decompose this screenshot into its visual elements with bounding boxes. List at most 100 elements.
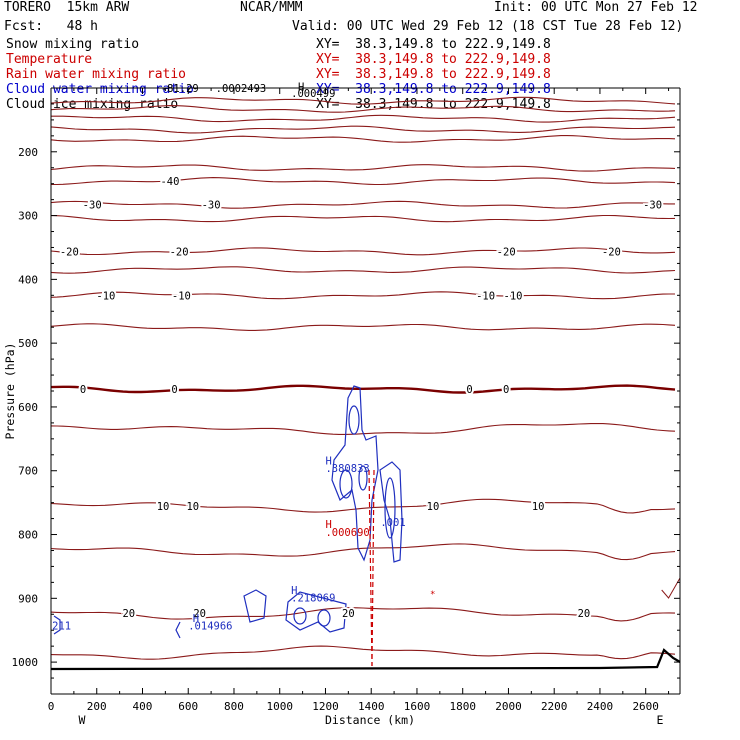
y-tick-label: 300 <box>18 210 38 223</box>
legend-range: XY= 38.3,149.8 to 222.9,149.8 <box>316 52 551 67</box>
isotherm-label: -10 <box>504 290 523 302</box>
x-tick-label: 1000 <box>266 700 293 713</box>
header-init: Init: 00 UTC Mon 27 Feb 12 <box>494 0 698 15</box>
legend-label: Snow mixing ratio <box>6 37 140 52</box>
cloud-water-contour <box>339 469 353 499</box>
y-tick-label: 800 <box>18 529 38 542</box>
isotherm-label: 10 <box>186 501 199 513</box>
header-valid: Valid: 00 UTC Wed 29 Feb 12 (18 CST Tue … <box>292 19 684 34</box>
legend-label: Temperature <box>6 52 93 67</box>
x-tick-label: 200 <box>87 700 107 713</box>
isotherm-label: -20 <box>602 246 621 258</box>
isotherm-line <box>50 247 676 256</box>
x-tick-label: 800 <box>224 700 244 713</box>
contour-annotation: .000499 <box>291 88 335 100</box>
legend-range: XY= 38.3,149.8 to 222.9,149.8 <box>316 82 551 97</box>
cloud-water-contour <box>358 465 368 491</box>
isotherm-line <box>50 498 676 514</box>
x-tick-label: 600 <box>178 700 198 713</box>
isotherm-label: 20 <box>193 608 206 620</box>
contour-annotation: .380833 <box>325 463 369 475</box>
x-tick-label: 2200 <box>541 700 568 713</box>
y-tick-label: 1000 <box>12 656 39 669</box>
x-tick-label: 2000 <box>495 700 522 713</box>
isotherm-label: 0 <box>80 384 86 396</box>
x-tick-label: 2600 <box>632 700 659 713</box>
contour-annotation: .000690 <box>325 527 369 539</box>
isotherm-line <box>50 645 676 660</box>
terrain-line <box>50 648 681 671</box>
legend-label: Cloud water mixing ratio <box>6 82 194 97</box>
contour-annotation: H <box>325 519 331 531</box>
contour-annotation: H <box>291 585 297 597</box>
isotherm-line <box>50 135 676 143</box>
isotherm-line <box>50 607 676 622</box>
y-axis-title: Pressure (hPa) <box>3 343 17 440</box>
cloud-water-contour <box>53 615 61 635</box>
x-tick-label: 1200 <box>312 700 339 713</box>
isotherm-label: -30 <box>202 200 221 212</box>
rain-water-contour <box>368 469 373 667</box>
isotherm-label: 10 <box>532 501 545 513</box>
cloud-water-contour <box>285 591 347 633</box>
isotherm-label: 10 <box>157 501 170 513</box>
isotherm-line <box>661 577 681 599</box>
cloud-water-contour <box>243 589 267 623</box>
isotherm-line <box>50 200 675 209</box>
isotherm-line <box>50 105 676 113</box>
isotherm-line <box>50 291 675 300</box>
isotherm-label: -30 <box>83 200 102 212</box>
isotherm-label: 20 <box>578 608 591 620</box>
isotherm-line <box>50 543 676 561</box>
x-tick-label: 1600 <box>404 700 431 713</box>
legend-range: XY= 38.3,149.8 to 222.9,149.8 <box>316 37 551 52</box>
y-tick-label: 900 <box>18 592 38 605</box>
x-tick-label: 400 <box>133 700 153 713</box>
isotherm-label: -10 <box>96 290 115 302</box>
cloud-water-contour <box>175 621 181 639</box>
east-label: E <box>657 713 664 727</box>
isotherm-line <box>50 164 676 172</box>
x-tick-label: 2400 <box>587 700 614 713</box>
x-tick-label: 1800 <box>449 700 476 713</box>
isotherm-label: 0 <box>171 384 177 396</box>
contour-annotation: .014966 <box>188 621 232 633</box>
contour-annotation: 211 <box>52 621 71 633</box>
x-tick-label: 1400 <box>358 700 385 713</box>
rain-water-mark: * <box>430 590 435 600</box>
legend-range: XY= 38.3,149.8 to 222.9,149.8 <box>316 67 551 82</box>
y-tick-label: 600 <box>18 401 38 414</box>
isotherm-label: 0 <box>466 384 472 396</box>
isotherm-line <box>50 96 676 105</box>
contour-annotation: -81.29 <box>161 83 199 95</box>
header-forecast: Fcst: 48 h <box>4 19 98 34</box>
x-axis-title: Distance (km) <box>325 713 415 727</box>
legend-label: Rain water mixing ratio <box>6 67 187 82</box>
isotherm-label: -30 <box>643 200 662 212</box>
contour-annotation: .0002493 <box>216 83 267 95</box>
cloud-water-contour <box>317 609 331 627</box>
isotherm-line <box>50 214 676 223</box>
cloud-water-contour <box>384 477 396 539</box>
x-tick-label: 0 <box>48 700 55 713</box>
isotherm-label: 20 <box>122 608 135 620</box>
isotherm-line <box>51 114 676 123</box>
isotherm-label: -40 <box>160 176 179 188</box>
isotherm-label: -20 <box>60 246 79 258</box>
y-tick-label: 200 <box>18 146 38 159</box>
contour-annotation: .218069 <box>291 593 335 605</box>
cloud-water-contour <box>331 385 379 562</box>
y-tick-label: 400 <box>18 273 38 286</box>
isotherm-label: 0 <box>503 384 509 396</box>
isotherm-label: -10 <box>172 290 191 302</box>
y-tick-label: 700 <box>18 465 38 478</box>
isotherm-line <box>50 125 676 134</box>
y-tick-label: 500 <box>18 337 38 350</box>
isotherm-label: 20 <box>342 608 355 620</box>
isotherm-line <box>51 177 676 186</box>
rain-water-contour <box>371 469 375 667</box>
cloud-water-contour <box>379 461 403 563</box>
isotherm-label: -20 <box>497 246 516 258</box>
cloud-water-contour <box>293 607 307 625</box>
